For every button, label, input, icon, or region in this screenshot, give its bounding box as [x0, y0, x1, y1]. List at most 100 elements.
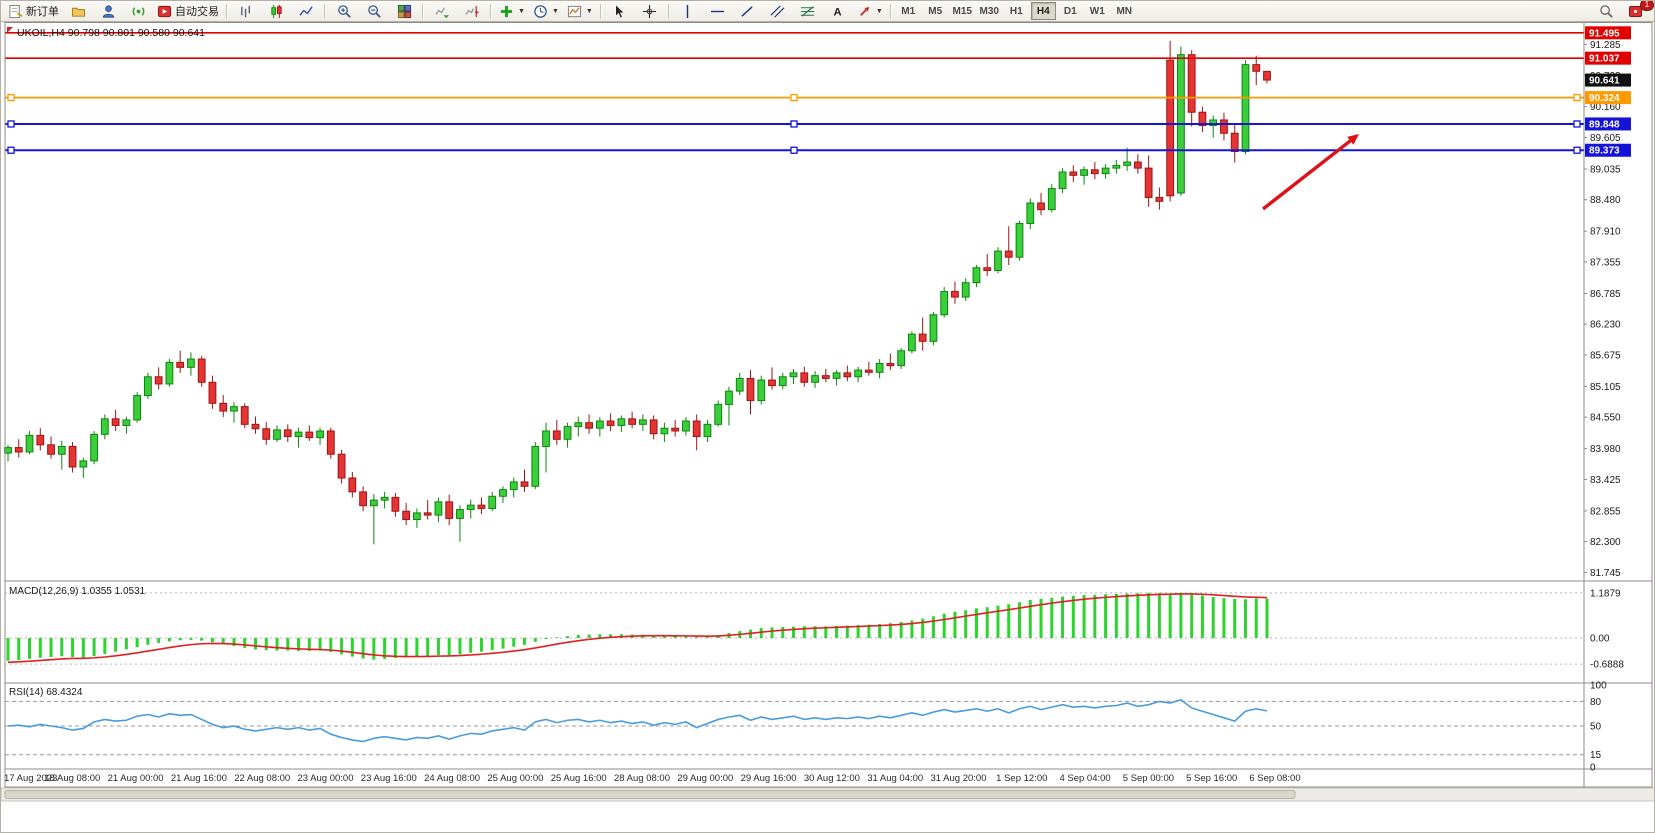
line-handle[interactable] — [1573, 93, 1581, 102]
search-button[interactable] — [1591, 1, 1621, 22]
chevron-down-icon: ▼ — [518, 7, 525, 15]
line-handle[interactable] — [790, 120, 798, 128]
macd-signal-line — [7, 593, 1268, 664]
time-axis-label: 28 Aug 08:00 — [614, 773, 670, 784]
crosshair-icon — [643, 4, 657, 18]
time-axis-label: 23 Aug 00:00 — [298, 773, 354, 784]
price-axis-label: 87.355 — [1590, 257, 1621, 268]
zoom-out-button[interactable] — [359, 1, 389, 22]
time-axis-label: 4 Sep 04:00 — [1059, 773, 1110, 784]
mail-alert-icon — [1629, 6, 1642, 17]
new-order-button[interactable]: 新订单 — [4, 1, 63, 22]
rsi-axis-label: 0 — [1590, 763, 1596, 774]
community-button[interactable] — [123, 1, 153, 22]
price-axis-label: 89.035 — [1590, 164, 1621, 175]
timeframe-button-H1[interactable]: H1 — [1009, 5, 1023, 17]
chart-shift-button[interactable] — [457, 1, 487, 22]
trend-arrow[interactable] — [1261, 137, 1354, 211]
price-axis-label: 81.745 — [1590, 568, 1621, 579]
line-handle[interactable] — [1573, 146, 1581, 154]
time-axis-label: 25 Aug 16:00 — [551, 773, 607, 784]
timeframe-button-H4[interactable]: H4 — [1030, 2, 1056, 20]
chart-title: UKOIL,H4 90.798 90.801 90.580 90.641 — [17, 27, 205, 39]
price-axis-label: 89.605 — [1590, 133, 1621, 144]
timeframe-button-M5[interactable]: M5 — [928, 5, 943, 17]
rsi-panel: RSI(14) 68.4324 100 80 50 15 0 — [5, 681, 1607, 774]
add-indicator-icon — [500, 5, 513, 17]
time-axis-label: 29 Aug 16:00 — [741, 773, 797, 784]
price-axis-label: 82.855 — [1590, 506, 1621, 517]
rsi-axis-label: 50 — [1590, 722, 1602, 733]
price-axis-label: 90.160 — [1590, 102, 1621, 113]
zoom-in-button[interactable] — [329, 1, 359, 22]
horizontal-scrollbar-thumb[interactable] — [4, 790, 1296, 799]
tile-windows-button[interactable] — [389, 1, 419, 22]
price-axis[interactable]: 91.28590.72390.16089.60589.03588.48087.9… — [1584, 26, 1631, 579]
timeframe-button-MN[interactable]: MN — [1116, 5, 1133, 17]
clock-icon — [534, 4, 547, 18]
timeframe-button-M15[interactable]: M15 — [952, 5, 972, 17]
price-axis-label: 88.480 — [1590, 195, 1621, 206]
time-axis-label: 23 Aug 16:00 — [361, 773, 417, 784]
cursor-icon — [615, 3, 626, 18]
time-axis-label: 21 Aug 00:00 — [108, 773, 164, 784]
price-axis-label: 83.980 — [1590, 444, 1621, 455]
timeframe-button-M30[interactable]: M30 — [979, 5, 999, 17]
auto-scroll-button[interactable] — [427, 1, 457, 22]
autotrade-button[interactable]: 自动交易 — [153, 1, 223, 22]
price-axis-label: 82.300 — [1590, 537, 1621, 548]
line-chart-mode-button[interactable] — [291, 1, 321, 22]
cursor-tool-button[interactable] — [605, 1, 635, 22]
alerts-button[interactable]: 1 — [1621, 1, 1654, 22]
toolbar-separator — [599, 3, 602, 19]
vertical-line-tool-button[interactable] — [673, 1, 703, 22]
line-handle[interactable] — [7, 120, 15, 128]
time-axis-label: 5 Sep 16:00 — [1186, 773, 1237, 784]
timeframe-button-W1[interactable]: W1 — [1089, 5, 1105, 17]
chevron-down-icon: ▼ — [875, 7, 883, 15]
fibonacci-tool-button[interactable] — [793, 1, 823, 22]
templates-button[interactable]: ▼ — [563, 1, 597, 22]
line-handle[interactable] — [7, 146, 15, 154]
timeframe-button-D1[interactable]: D1 — [1063, 5, 1077, 17]
price-axis-label: 85.675 — [1590, 350, 1621, 361]
horizontal-line-tool-button[interactable] — [703, 1, 733, 22]
line-handle[interactable] — [790, 146, 798, 154]
profiles-button[interactable] — [63, 1, 93, 22]
chart-canvas[interactable]: UKOIL,H4 90.798 90.801 90.580 90.641 91.2… — [1, 22, 1655, 833]
line-handle[interactable] — [790, 93, 798, 102]
horizontal-line-icon — [711, 10, 725, 12]
chart-shift-icon — [464, 5, 479, 17]
arrow-shape-icon — [859, 6, 869, 16]
candlestick-mode-button[interactable] — [261, 1, 291, 22]
bar-chart-mode-button[interactable] — [231, 1, 261, 22]
time-axis-label: 30 Aug 12:00 — [804, 773, 860, 784]
price-tag-value: 91.037 — [1589, 54, 1620, 65]
toolbar-separator — [667, 3, 670, 19]
trend-arrow-head[interactable] — [1347, 134, 1359, 145]
line-handle[interactable] — [1573, 120, 1581, 128]
toolbar-separator — [324, 3, 326, 19]
arrows-tool-button[interactable]: ▼ — [853, 1, 887, 22]
time-axis-label: 5 Sep 00:00 — [1123, 773, 1174, 784]
trendline-tool-button[interactable] — [733, 1, 763, 22]
macd-label: MACD(12,26,9) 1.0355 1.0531 — [9, 586, 146, 597]
rsi-axis-label: 15 — [1590, 750, 1602, 761]
time-axis-label: 31 Aug 20:00 — [931, 773, 987, 784]
timeframe-group: M1 M5 M15 M30 H1 H4 D1 W1 MN — [895, 2, 1138, 20]
chart-border — [4, 22, 1653, 788]
price-axis-label: 86.230 — [1590, 320, 1621, 331]
text-icon: A — [834, 6, 842, 18]
text-tool-button[interactable]: A — [823, 1, 853, 22]
time-axis-label: 17 Aug 2023 — [4, 773, 57, 784]
periods-button[interactable]: ▼ — [529, 1, 563, 22]
line-handle[interactable] — [7, 93, 15, 102]
channel-tool-button[interactable] — [763, 1, 793, 22]
price-tag-91.495 — [1585, 26, 1631, 40]
indicators-button[interactable]: ▼ — [495, 1, 529, 22]
market-watch-button[interactable] — [93, 1, 123, 22]
timeframe-button-M1[interactable]: M1 — [901, 5, 916, 17]
crosshair-tool-button[interactable] — [635, 1, 665, 22]
